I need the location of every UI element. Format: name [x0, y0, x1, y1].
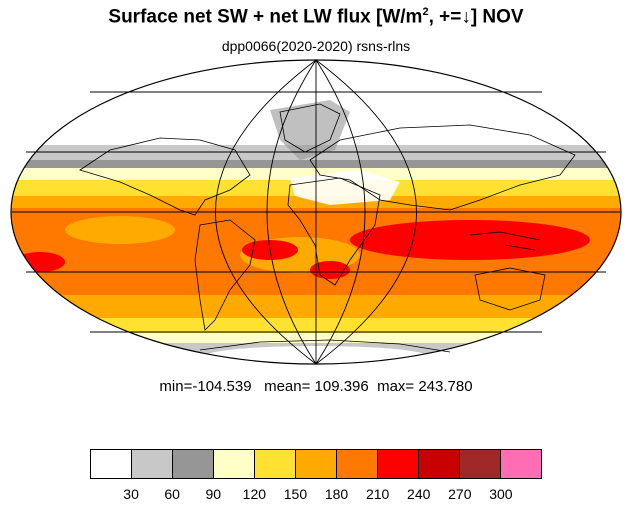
field-patch-indian — [350, 220, 590, 260]
colorbar-labels: 30 60 90 120 150 180 210 240 270 300 — [90, 486, 542, 504]
colorbar-box — [378, 450, 419, 478]
colorbar-box — [296, 450, 337, 478]
colorbar-box — [419, 450, 460, 478]
colorbar-box — [460, 450, 501, 478]
colorbar — [90, 449, 542, 479]
colorbar-box — [214, 450, 255, 478]
map-subtitle: dpp0066(2020-2020) rsns-rlns — [221, 38, 411, 54]
colorbar-box — [255, 450, 296, 478]
graticule — [12, 59, 620, 365]
colorbar-label: 90 — [205, 486, 222, 502]
title-superscript: 2 — [422, 6, 429, 18]
colorbar-box — [173, 450, 214, 478]
colorbar-label: 60 — [164, 486, 180, 502]
colorbar-label: 270 — [448, 486, 472, 502]
colorbar-box — [132, 450, 173, 478]
map-border — [10, 59, 622, 365]
coastlines — [79, 103, 576, 353]
map-title: Surface net SW + net LW flux [W/m2, +=↓]… — [0, 6, 632, 28]
field-sahara — [290, 170, 400, 205]
colorbar-label: 180 — [324, 486, 349, 502]
field-patch-west — [15, 252, 65, 272]
colorbar-box — [91, 450, 132, 478]
title-main: Surface net SW + net LW flux [W/m — [108, 6, 423, 28]
colorbar-box — [501, 450, 541, 478]
field-patch-pacific-east — [65, 216, 175, 244]
colorbar-label: 30 — [123, 486, 139, 502]
field-statistics: min=-104.539 mean= 109.396 max= 243.780 — [159, 378, 473, 395]
title-suffix: , +=↓] NOV — [428, 6, 524, 28]
field-greenland — [270, 100, 350, 160]
colorbar-label: 120 — [242, 486, 267, 502]
colorbar-label: 300 — [489, 486, 513, 502]
colorbar-label: 240 — [407, 486, 431, 502]
colorbar-label: 150 — [283, 486, 308, 502]
colorbar-box — [337, 450, 378, 478]
colorbar-label: 210 — [365, 486, 390, 502]
